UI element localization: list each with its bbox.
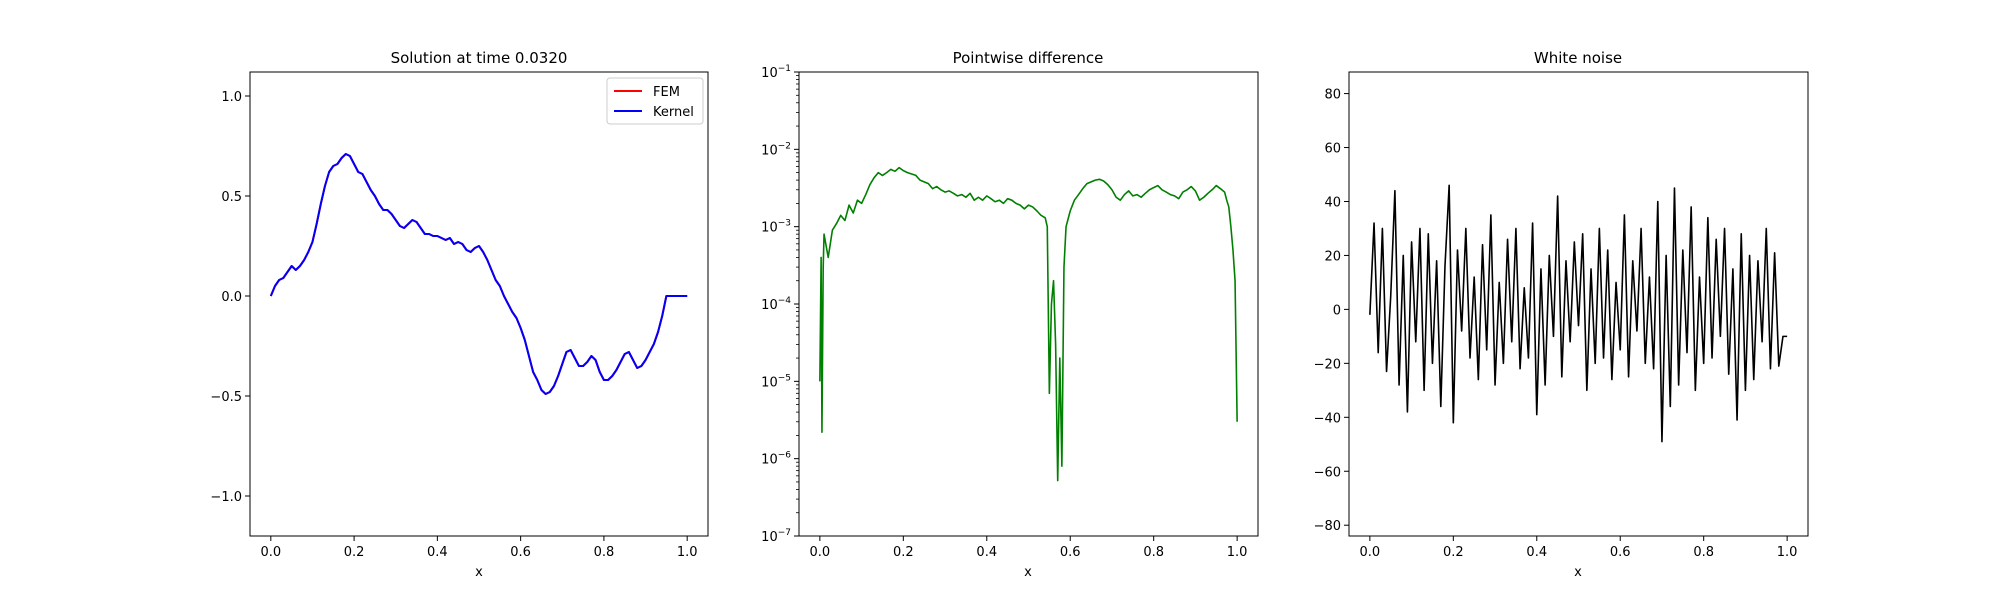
difference-xlabel: x (1024, 565, 1032, 580)
noise-line (1369, 184, 1788, 443)
solution-xtick-label: 0.8 (594, 545, 615, 560)
difference-ytick-label: 10−6 (761, 451, 791, 468)
noise-ytick-label: −20 (1314, 357, 1341, 372)
difference-xtick-label: 0.4 (976, 545, 997, 560)
noise-ytick-label: −80 (1314, 519, 1341, 534)
solution-ytick-label: −0.5 (210, 390, 242, 405)
noise-xtick-label: 0.8 (1693, 545, 1714, 560)
difference-panel: Pointwise difference x 0.0 0.2 0.4 0.6 0.8 1.… (761, 49, 1259, 580)
difference-ytick-label: 10−7 (761, 528, 791, 545)
difference-ytick-label: 10−3 (761, 219, 791, 236)
solution-kernel-line (269, 153, 688, 395)
solution-axes-frame (249, 71, 709, 537)
noise-ytick-label: 60 (1324, 142, 1341, 157)
noise-xtick-label: 0.4 (1526, 545, 1547, 560)
noise-ytick-label: 0 (1333, 303, 1341, 318)
noise-ytick-label: −40 (1314, 411, 1341, 426)
legend-box (606, 77, 704, 125)
difference-xtick-label: 0.0 (810, 545, 831, 560)
solution-xtick-label: 0.0 (260, 545, 281, 560)
noise-xtick-label: 0.0 (1360, 545, 1381, 560)
legend-fem-label: FEM (653, 85, 680, 100)
noise-xtick-label: 0.6 (1610, 545, 1631, 560)
solution-xtick-label: 0.6 (510, 545, 531, 560)
solution-series-group (269, 153, 688, 395)
solution-xtick-label: 0.2 (344, 545, 365, 560)
noise-axes-frame (1348, 71, 1809, 537)
difference-ytick-label: 10−5 (761, 373, 791, 390)
solution-xlabel: x (475, 565, 483, 580)
difference-xtick-label: 0.6 (1060, 545, 1081, 560)
solution-title: Solution at time 0.0320 (391, 49, 568, 67)
difference-ytick-label: 10−2 (761, 141, 791, 158)
solution-ytick-label: −1.0 (210, 490, 242, 505)
noise-ytick-label: 20 (1324, 249, 1341, 264)
solution-ytick-label: 0.0 (221, 290, 242, 305)
noise-title: White noise (1534, 49, 1622, 67)
difference-ytick-label: 10−1 (761, 64, 791, 81)
difference-xtick-label: 1.0 (1227, 545, 1248, 560)
noise-ytick-label: 40 (1324, 195, 1341, 210)
noise-ytick-label: −60 (1314, 465, 1341, 480)
noise-panel: White noise x 0.0 0.2 0.4 0.6 0.8 1.0 −80 −60 −4… (1314, 49, 1809, 580)
solution-ytick-label: 1.0 (221, 90, 242, 105)
noise-xtick-label: 0.2 (1443, 545, 1464, 560)
difference-title: Pointwise difference (953, 49, 1104, 67)
solution-legend: FEM Kernel (606, 77, 704, 125)
difference-ytick-label: 10−4 (761, 296, 791, 313)
solution-xtick-label: 1.0 (677, 545, 698, 560)
difference-line (819, 166, 1238, 482)
noise-xtick-label: 1.0 (1777, 545, 1798, 560)
solution-xtick-label: 0.4 (427, 545, 448, 560)
difference-xtick-label: 0.2 (893, 545, 914, 560)
solution-panel: Solution at time 0.0320 x FEM Kernel 0.0… (210, 49, 709, 580)
solution-ytick-label: 0.5 (221, 190, 242, 205)
legend-kernel-label: Kernel (653, 105, 694, 120)
noise-xlabel: x (1574, 565, 1582, 580)
noise-ytick-label: 80 (1324, 88, 1341, 103)
noise-series-group (1369, 184, 1788, 443)
difference-series-group (819, 166, 1238, 482)
difference-xtick-label: 0.8 (1143, 545, 1164, 560)
